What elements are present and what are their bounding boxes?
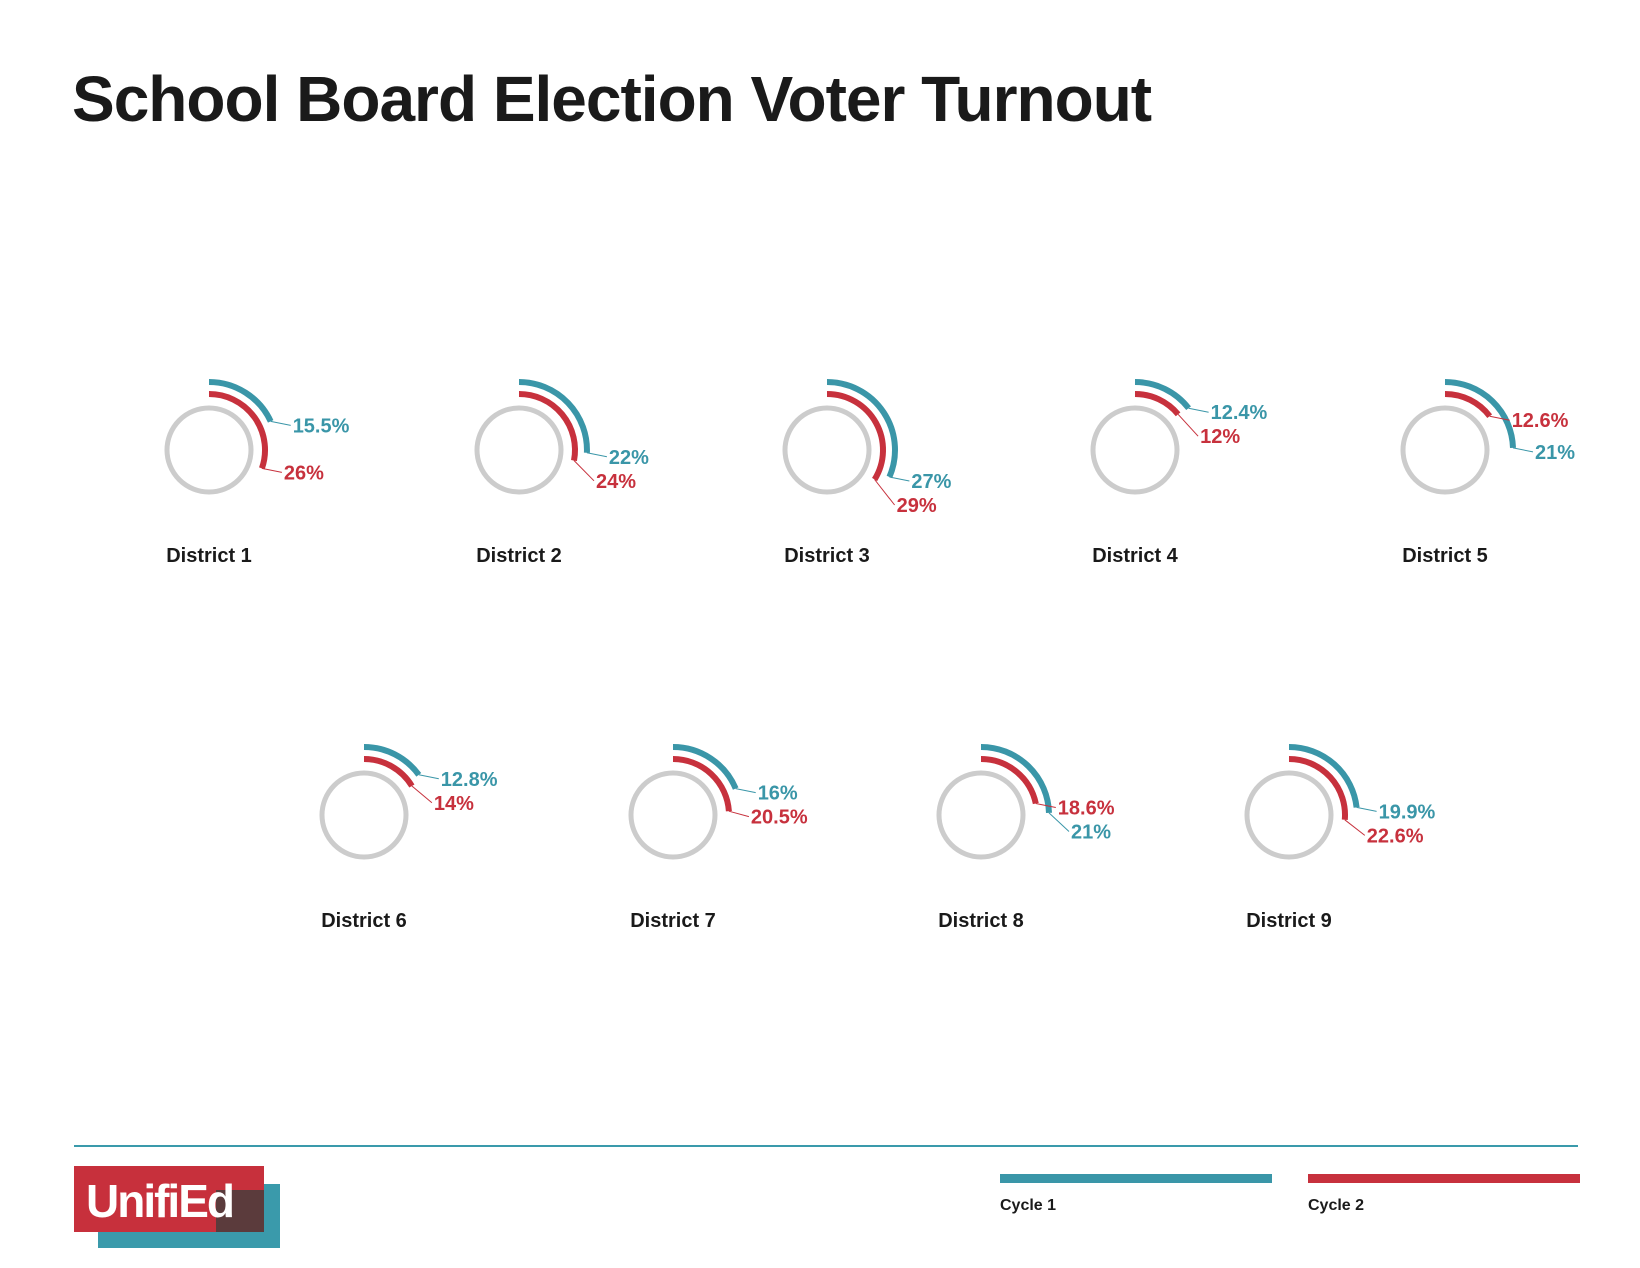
district-7-name: District 7 bbox=[630, 910, 716, 932]
district-8-cycle-1-value-leader bbox=[1048, 812, 1070, 832]
district-7-cycle-1-value: 16% bbox=[758, 783, 798, 805]
legend-item-cycle-2: Cycle 2 bbox=[1308, 1174, 1580, 1215]
district-8-cycle-2-arc bbox=[980, 756, 1039, 805]
district-1-cycle-2-arc bbox=[208, 391, 268, 470]
logo-accent bbox=[216, 1190, 264, 1232]
district-6-cycle-2-value: 14% bbox=[434, 793, 474, 815]
district-4-cycle-2-value: 12% bbox=[1200, 426, 1240, 448]
district-1-name: District 1 bbox=[166, 545, 252, 567]
district-9-cycle-1-value: 19.9% bbox=[1379, 801, 1436, 823]
district-7-cycle-2-arc bbox=[672, 756, 732, 812]
district-6-cycle-2-value-leader bbox=[411, 785, 433, 804]
district-9-cycle-2-value-leader bbox=[1344, 819, 1366, 836]
footer-divider bbox=[74, 1145, 1578, 1147]
legend-item-cycle-1: Cycle 1 bbox=[1000, 1174, 1272, 1215]
chart-title: School Board Election Voter Turnout bbox=[72, 63, 1152, 135]
district-7-cycle-1-arc bbox=[672, 744, 739, 790]
district-8-cycle-1-arc bbox=[980, 744, 1052, 814]
district-2-cycle-1-arc bbox=[518, 379, 590, 453]
district-8-cycle-2-value-leader bbox=[1035, 803, 1056, 808]
district-6-ring bbox=[319, 770, 409, 860]
district-6-cycle-1-value-leader bbox=[418, 774, 439, 780]
legend-label-cycle-2: Cycle 2 bbox=[1308, 1197, 1365, 1214]
district-5-cycle-2-arc bbox=[1444, 390, 1493, 419]
district-5-name: District 5 bbox=[1402, 545, 1488, 567]
district-2-cycle-2-arc bbox=[518, 391, 578, 462]
district-5-cycle-1-arc bbox=[1444, 379, 1516, 449]
district-8-cycle-1-value: 21% bbox=[1071, 822, 1111, 844]
district-4-cycle-2-value-leader bbox=[1177, 413, 1199, 437]
district-1-ring bbox=[164, 405, 254, 495]
district-3-cycle-1-value-leader bbox=[889, 476, 910, 482]
district-7-ring bbox=[628, 770, 718, 860]
district-3-cycle-1-value: 27% bbox=[911, 471, 951, 493]
district-6-cycle-2-arc bbox=[363, 756, 415, 788]
district-9-cycle-1-arc bbox=[1288, 744, 1360, 808]
district-5-cycle-2-value: 12.6% bbox=[1512, 410, 1569, 432]
district-3-name: District 3 bbox=[784, 545, 870, 567]
district-2-cycle-2-value: 24% bbox=[596, 471, 636, 493]
district-1-cycle-2-value-leader bbox=[261, 467, 282, 473]
district-3-cycle-2-value-leader bbox=[874, 479, 895, 506]
district-6-cycle-1-arc bbox=[363, 744, 422, 777]
district-4-ring bbox=[1090, 405, 1180, 495]
district-5-cycle-2-value-leader bbox=[1489, 415, 1510, 421]
district-5-cycle-1-value: 21% bbox=[1535, 442, 1575, 464]
district-1-cycle-1-value-leader bbox=[270, 420, 291, 426]
district-4-cycle-1-value: 12.4% bbox=[1211, 402, 1268, 424]
district-5-ring bbox=[1400, 405, 1490, 495]
district-2-cycle-1-value-leader bbox=[586, 452, 607, 458]
district-3-cycle-2-arc bbox=[826, 391, 886, 482]
district-9-cycle-1-value-leader bbox=[1356, 806, 1377, 812]
district-6-cycle-1-value: 12.8% bbox=[441, 769, 498, 791]
district-1-cycle-1-value: 15.5% bbox=[293, 415, 350, 437]
district-3-cycle-2-value: 29% bbox=[897, 495, 937, 517]
district-1-cycle-2-value: 26% bbox=[284, 462, 324, 484]
legend-label-cycle-1: Cycle 1 bbox=[1000, 1197, 1057, 1214]
district-3-ring bbox=[782, 405, 872, 495]
district-7-cycle-2-value: 20.5% bbox=[751, 807, 808, 829]
district-5-cycle-1-value-leader bbox=[1512, 447, 1534, 453]
district-6-name: District 6 bbox=[321, 910, 407, 932]
district-7-cycle-1-value-leader bbox=[735, 788, 756, 794]
district-1-cycle-1-arc bbox=[208, 379, 274, 423]
district-9-cycle-2-arc bbox=[1288, 756, 1348, 821]
district-8-cycle-2-value: 18.6% bbox=[1058, 798, 1115, 820]
district-8-ring bbox=[936, 770, 1026, 860]
district-3-cycle-1-arc bbox=[826, 379, 898, 479]
district-8-name: District 8 bbox=[938, 910, 1024, 932]
district-4-cycle-2-arc bbox=[1134, 391, 1181, 417]
district-2-ring bbox=[474, 405, 564, 495]
logo-text: UnifiEd bbox=[86, 1175, 235, 1227]
district-2-cycle-1-value: 22% bbox=[609, 447, 649, 469]
district-9-name: District 9 bbox=[1246, 910, 1332, 932]
unified-logo: UnifiEd bbox=[74, 1166, 284, 1250]
district-2-cycle-2-value-leader bbox=[573, 460, 595, 482]
district-2-name: District 2 bbox=[476, 545, 562, 567]
district-9-ring bbox=[1244, 770, 1334, 860]
district-4-name: District 4 bbox=[1092, 545, 1178, 567]
district-4-cycle-1-value-leader bbox=[1188, 407, 1209, 413]
legend-swatch-cycle-2 bbox=[1308, 1174, 1580, 1183]
district-7-cycle-2-value-leader bbox=[728, 810, 750, 818]
district-9-cycle-2-value: 22.6% bbox=[1367, 825, 1424, 847]
district-4-cycle-1-arc bbox=[1134, 379, 1191, 411]
legend-swatch-cycle-1 bbox=[1000, 1174, 1272, 1183]
